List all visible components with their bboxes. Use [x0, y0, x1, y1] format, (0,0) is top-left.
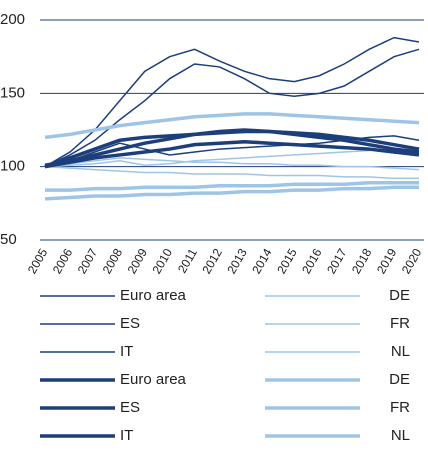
x-tick-label: 2014 [249, 246, 275, 276]
x-tick-label: 2016 [299, 246, 325, 276]
legend-label: DE [389, 371, 410, 388]
series-line [44, 48, 420, 168]
x-tick-label: 2006 [50, 246, 76, 276]
x-tick-label: 2020 [399, 246, 425, 276]
x-tick-label: 2013 [224, 246, 250, 276]
legend-label: IT [120, 343, 133, 360]
series-line [44, 112, 420, 140]
legend-label: DE [389, 287, 410, 304]
series-line [44, 148, 420, 168]
x-tick-label: 2018 [349, 246, 375, 276]
y-tick-label: 200 [0, 11, 25, 28]
x-tick-label: 2012 [199, 246, 225, 276]
x-tick-label: 2010 [150, 246, 176, 276]
series-line [44, 36, 420, 168]
legend-label: IT [120, 427, 133, 444]
legend-label: NL [391, 427, 410, 444]
legend-label: Euro area [120, 287, 187, 304]
x-tick-label: 2007 [75, 246, 101, 276]
y-tick-label: 150 [0, 84, 25, 101]
x-tick-label: 2005 [25, 246, 51, 276]
x-tick-label: 2011 [175, 246, 200, 276]
series-line [44, 128, 420, 167]
series-line [44, 157, 420, 171]
y-tick-label: 50 [0, 231, 17, 248]
series-line [44, 139, 420, 169]
x-tick-label: 2017 [324, 246, 350, 276]
legend-label: FR [390, 315, 410, 332]
x-tick-label: 2009 [125, 246, 151, 276]
legend-label: ES [120, 399, 140, 416]
legend-label: Euro area [120, 371, 187, 388]
x-tick-label: 2008 [100, 246, 126, 276]
series-line [44, 185, 419, 201]
x-tick-label: 2015 [274, 246, 300, 276]
series-line [45, 181, 419, 192]
legend-label: FR [390, 399, 410, 416]
legend-label: NL [391, 343, 410, 360]
series-line [44, 165, 419, 180]
legend-label: ES [120, 315, 140, 332]
y-tick-label: 100 [0, 158, 25, 175]
x-tick-label: 2019 [374, 246, 400, 276]
